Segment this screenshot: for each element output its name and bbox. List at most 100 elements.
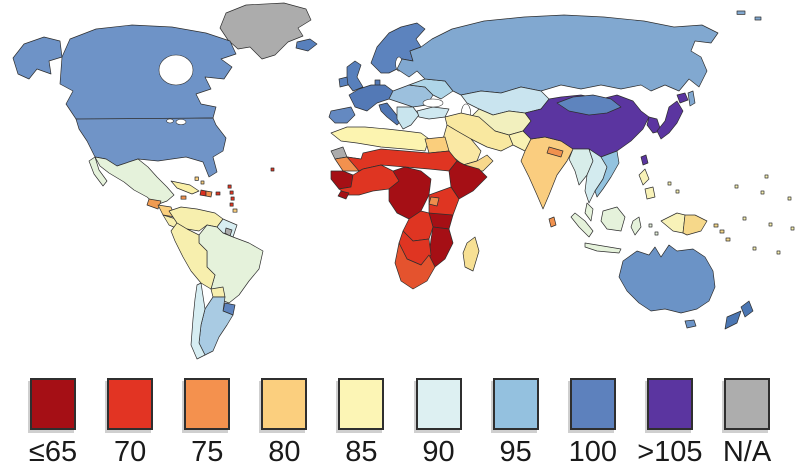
region-indonesia-java [584,242,622,254]
region-cape-verde [270,167,275,172]
great-lakes [166,118,174,124]
region-pacific-islands [760,190,765,195]
region-sri-lanka [548,216,557,228]
region-sakhalin [687,90,696,107]
region-egypt [424,136,450,154]
legend-swatch-100 [569,378,616,430]
legend-label-90: 90 [422,436,455,468]
black-sea [422,98,444,108]
region-philippines [638,168,650,186]
legend-label-na: N/A [722,436,772,468]
region-india [520,136,574,210]
region-madagascar [462,236,480,272]
region-mexico [94,156,175,206]
region-indonesia-sumatra [570,212,594,238]
legend-swatch-le65 [30,378,76,430]
region-bahamas [194,176,199,181]
region-pacific-islands [787,196,792,201]
region-vietnam [594,150,620,198]
region-borneo [600,206,626,232]
legend-item-80: 80 [255,378,313,467]
region-arctic-islands [754,16,762,21]
legend-item-95: 95 [487,378,545,467]
region-united-kingdom [346,60,364,92]
hudson-bay [158,54,194,86]
region-iceland [295,38,318,52]
legend: ≤65 70 75 80 85 90 95 100 [0,370,800,470]
region-senegal-guinea [330,170,354,190]
region-dominican-republic [205,190,213,198]
region-pacific-islands [667,181,672,186]
region-china [522,94,650,158]
region-brazil [198,224,264,304]
region-malaysia [584,202,594,222]
region-papua-new-guinea [682,214,708,236]
region-turkey-caucasus [416,106,450,120]
region-central-africa [388,166,432,220]
region-lesser-antilles [230,196,235,201]
region-lesser-antilles [229,190,234,195]
legend-label-70: 70 [113,436,147,468]
region-pacific-islands [776,250,781,255]
region-pacific-islands [768,222,773,227]
region-moluccas [654,231,659,236]
region-nepal [546,146,564,158]
region-trinidad [232,208,238,213]
region-australia [618,244,716,314]
world-map [12,2,795,360]
region-haiti [199,189,207,197]
region-pacific-islands [734,184,739,189]
legend-item-70: 70 [101,378,159,467]
region-cuba [170,180,200,195]
region-mongolia [556,94,622,116]
legend-swatch-80 [261,378,308,430]
region-lesser-antilles [227,184,232,189]
region-mexico-baja [88,156,108,187]
legend-label-80: 80 [268,436,301,468]
region-japan [656,100,684,140]
region-pacific-islands [675,189,680,194]
legend-item-gt105: >105 [637,378,703,467]
region-pacific-islands [752,246,757,251]
legend-label-100: 100 [568,436,617,468]
legend-swatch-95 [492,378,539,430]
region-puerto-rico [215,191,221,196]
region-arctic-islands [736,10,746,15]
region-new-zealand-south [724,310,742,330]
legend-item-le65: ≤65 [24,378,82,467]
legend-swatch-75 [184,378,231,430]
legend-item-na: N/A [718,378,776,467]
legend-item-75: 75 [178,378,236,467]
region-bahamas [200,180,205,185]
region-solomon-islands [713,223,719,228]
legend-swatch-gt105 [646,378,693,430]
region-solomon-islands [719,229,725,234]
region-andean-states [170,222,216,290]
region-north-africa [330,126,430,152]
region-guatemala [146,198,162,210]
region-sulawesi [630,216,642,236]
region-alaska [12,36,63,80]
legend-swatch-na [723,378,770,430]
region-uganda [428,196,440,207]
region-korea [646,116,662,134]
region-ireland [338,76,349,88]
region-moluccas [648,223,653,228]
region-tasmania [684,319,697,329]
region-chile [190,282,206,360]
region-iberia [328,106,356,124]
legend-label-75: 75 [191,436,224,468]
region-japan-hokkaido [676,92,689,104]
legend-swatch-90 [415,378,462,430]
region-pacific-islands [764,174,769,179]
region-south-africa [394,242,436,290]
region-pacific-islands [790,226,795,231]
great-lakes [175,119,187,125]
region-philippines-mindanao [644,186,656,200]
legend-item-85: 85 [332,378,390,467]
region-papua-west [660,212,686,234]
region-balkans [396,106,420,130]
region-solomon-islands [725,237,731,242]
region-mozambique-zimbabwe [428,226,454,268]
